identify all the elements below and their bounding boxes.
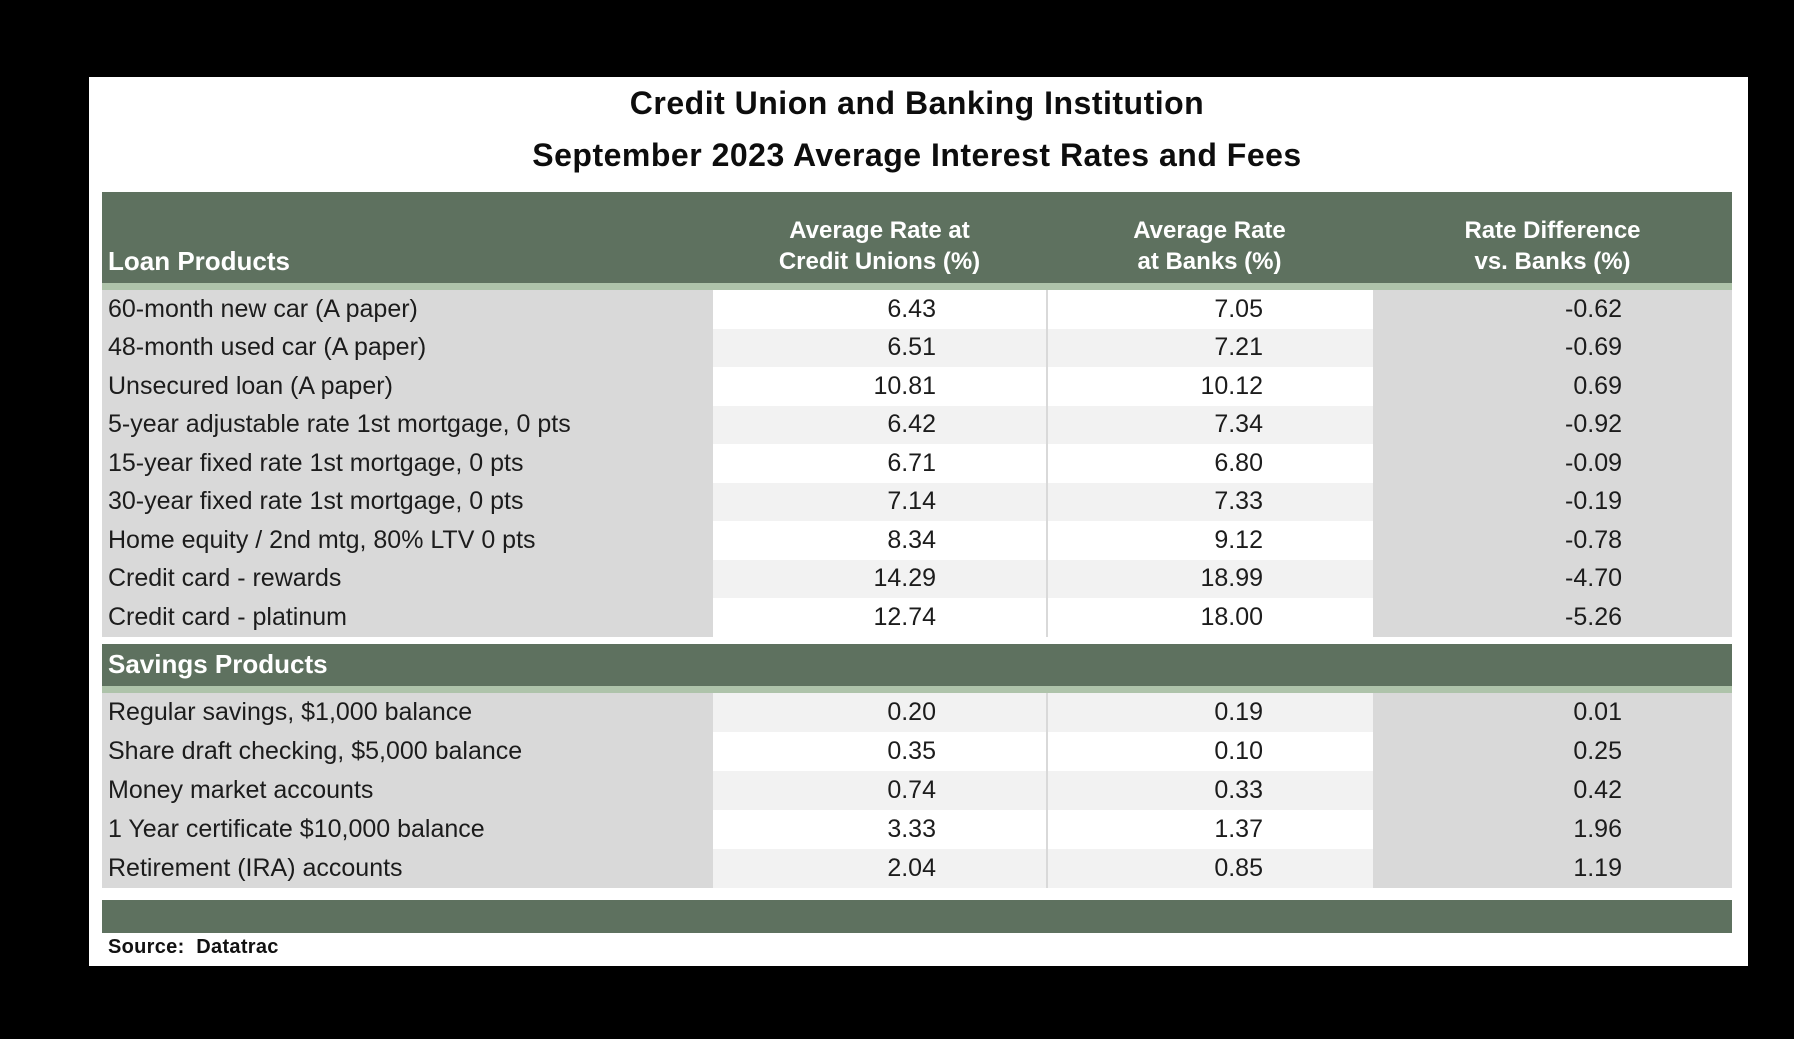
bank-rate: 18.99 (1046, 559, 1373, 598)
rate-difference: -0.19 (1373, 482, 1732, 521)
bank-rate: 0.85 (1046, 848, 1373, 888)
bank-rate: 9.12 (1046, 521, 1373, 560)
savings-products-section: Regular savings, $1,000 balance 0.20 0.1… (102, 692, 1732, 888)
credit-union-rate: 12.74 (713, 598, 1046, 637)
table-row: Credit card - rewards 14.29 18.99 -4.70 (102, 559, 1732, 598)
bank-rate: 7.05 (1046, 290, 1373, 329)
rate-difference: -5.26 (1373, 598, 1732, 637)
product-label: 30-year fixed rate 1st mortgage, 0 pts (102, 482, 713, 521)
page-subtitle: September 2023 Average Interest Rates an… (532, 137, 1302, 173)
header-line: at Banks (%) (1137, 248, 1282, 276)
header-line: Average Rate (1133, 216, 1286, 244)
product-label: 1 Year certificate $10,000 balance (102, 809, 713, 849)
table-row: 5-year adjustable rate 1st mortgage, 0 p… (102, 405, 1732, 444)
header-line: Rate Difference (1464, 216, 1641, 244)
credit-union-rate: 6.43 (713, 290, 1046, 329)
credit-union-rate: 7.14 (713, 482, 1046, 521)
table-row: Money market accounts 0.74 0.33 0.42 (102, 770, 1732, 810)
bank-rate: 7.33 (1046, 482, 1373, 521)
product-label: Money market accounts (102, 770, 713, 810)
product-label: Credit card - rewards (102, 559, 713, 598)
product-label: Share draft checking, $5,000 balance (102, 731, 713, 771)
credit-union-rate: 0.20 (713, 692, 1046, 732)
rate-difference: 0.42 (1373, 770, 1732, 810)
footer-band (102, 899, 1732, 933)
bank-rate: 7.21 (1046, 328, 1373, 367)
rate-difference: -0.69 (1373, 328, 1732, 367)
rate-difference: 0.69 (1373, 367, 1732, 406)
bank-rate: 7.34 (1046, 405, 1373, 444)
product-label: Regular savings, $1,000 balance (102, 692, 713, 732)
bank-rate: 0.33 (1046, 770, 1373, 810)
footer-gap (102, 887, 1732, 900)
section-gap (102, 636, 1732, 644)
credit-union-rate: 14.29 (713, 559, 1046, 598)
rate-difference: -0.09 (1373, 444, 1732, 483)
table-row: Unsecured loan (A paper) 10.81 10.12 0.6… (102, 367, 1732, 406)
credit-union-rate: 3.33 (713, 809, 1046, 849)
header-line: vs. Banks (%) (1474, 248, 1631, 276)
table-row: 1 Year certificate $10,000 balance 3.33 … (102, 809, 1732, 849)
bank-rate: 6.80 (1046, 444, 1373, 483)
header-credit-union-rate: Average Rate at Credit Unions (%) (713, 192, 1046, 283)
savings-products-band: Savings Products (102, 643, 1732, 686)
credit-union-rate: 6.42 (713, 405, 1046, 444)
table-row: Credit card - platinum 12.74 18.00 -5.26 (102, 598, 1732, 637)
table-row: 30-year fixed rate 1st mortgage, 0 pts 7… (102, 482, 1732, 521)
rates-table: Loan Products Average Rate at Credit Uni… (102, 192, 1732, 933)
rate-difference: 0.01 (1373, 692, 1732, 732)
product-label: Retirement (IRA) accounts (102, 848, 713, 888)
bank-rate: 10.12 (1046, 367, 1373, 406)
table-row: 48-month used car (A paper) 6.51 7.21 -0… (102, 328, 1732, 367)
product-label: Unsecured loan (A paper) (102, 367, 713, 406)
credit-union-rate: 8.34 (713, 521, 1046, 560)
savings-accent-strip (102, 685, 1732, 693)
rate-difference: -4.70 (1373, 559, 1732, 598)
header-rate-difference: Rate Difference vs. Banks (%) (1373, 192, 1732, 283)
table-header-row: Loan Products Average Rate at Credit Uni… (102, 192, 1732, 283)
product-label: 48-month used car (A paper) (102, 328, 713, 367)
document-page: Credit Union and Banking Institution Sep… (89, 77, 1748, 966)
credit-union-rate: 0.35 (713, 731, 1046, 771)
credit-union-rate: 6.71 (713, 444, 1046, 483)
rate-difference: -0.92 (1373, 405, 1732, 444)
bank-rate: 1.37 (1046, 809, 1373, 849)
rate-difference: 1.96 (1373, 809, 1732, 849)
table-row: 60-month new car (A paper) 6.43 7.05 -0.… (102, 290, 1732, 329)
product-label: Credit card - platinum (102, 598, 713, 637)
page-title: Credit Union and Banking Institution (629, 85, 1205, 121)
product-label: 5-year adjustable rate 1st mortgage, 0 p… (102, 405, 713, 444)
table-row: Retirement (IRA) accounts 2.04 0.85 1.19 (102, 848, 1732, 888)
loan-products-section: 60-month new car (A paper) 6.43 7.05 -0.… (102, 290, 1732, 637)
table-row: Share draft checking, $5,000 balance 0.3… (102, 731, 1732, 771)
rate-difference: 1.19 (1373, 848, 1732, 888)
savings-products-label: Savings Products (108, 649, 328, 679)
rate-difference: 0.25 (1373, 731, 1732, 771)
bank-rate: 0.19 (1046, 692, 1373, 732)
credit-union-rate: 2.04 (713, 848, 1046, 888)
credit-union-rate: 0.74 (713, 770, 1046, 810)
product-label: Home equity / 2nd mtg, 80% LTV 0 pts (102, 521, 713, 560)
product-label: 15-year fixed rate 1st mortgage, 0 pts (102, 444, 713, 483)
table-row: Regular savings, $1,000 balance 0.20 0.1… (102, 692, 1732, 732)
rate-difference: -0.62 (1373, 290, 1732, 329)
table-row: 15-year fixed rate 1st mortgage, 0 pts 6… (102, 444, 1732, 483)
table-row: Home equity / 2nd mtg, 80% LTV 0 pts 8.3… (102, 521, 1732, 560)
bank-rate: 0.10 (1046, 731, 1373, 771)
bank-rate: 18.00 (1046, 598, 1373, 637)
rate-difference: -0.78 (1373, 521, 1732, 560)
header-line: Credit Unions (%) (778, 248, 981, 276)
credit-union-rate: 6.51 (713, 328, 1046, 367)
header-bank-rate: Average Rate at Banks (%) (1046, 192, 1373, 283)
header-loan-products: Loan Products (108, 245, 291, 276)
header-accent-strip (102, 283, 1732, 290)
product-label: 60-month new car (A paper) (102, 290, 713, 329)
credit-union-rate: 10.81 (713, 367, 1046, 406)
header-line: Average Rate at (789, 216, 970, 244)
source-note: Source: Datatrac (108, 936, 279, 958)
